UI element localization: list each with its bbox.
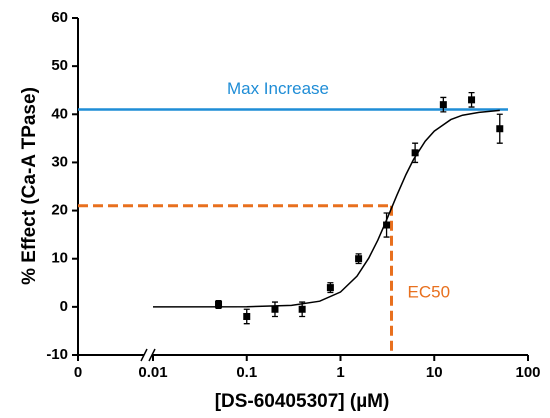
y-tick-label: 10: [51, 250, 68, 267]
x-tick-label: 10: [426, 364, 443, 381]
y-tick-label: 20: [51, 202, 68, 219]
y-tick-label: 50: [51, 57, 68, 74]
point: [383, 221, 391, 229]
x-tick-label: 0.01: [138, 364, 167, 381]
point: [243, 312, 251, 320]
y-tick-label: -10: [46, 346, 68, 363]
point: [355, 255, 363, 263]
x-axis-label: [DS-60405307] (µM): [215, 391, 390, 412]
point: [298, 305, 306, 313]
y-tick-label: 30: [51, 153, 68, 170]
y-tick-label: 0: [60, 298, 68, 315]
point: [496, 125, 504, 133]
x-tick-label: 0.1: [236, 364, 257, 381]
x-tick-label: 0: [74, 364, 82, 381]
point: [439, 101, 447, 109]
point: [215, 300, 223, 308]
y-tick-label: 40: [51, 105, 68, 122]
fit-curve: [152, 109, 500, 308]
point: [411, 149, 419, 157]
x-tick-label: 1: [336, 364, 344, 381]
point: [271, 305, 279, 313]
ec50-label: EC50: [408, 282, 451, 301]
axis-break: [140, 348, 148, 362]
max-label: Max Increase: [227, 79, 329, 98]
y-axis-label: % Effect (Ca-A TPase): [19, 87, 40, 285]
point: [468, 96, 476, 104]
y-tick-label: 60: [51, 9, 68, 26]
x-tick-label: 100: [515, 364, 540, 381]
point: [326, 284, 334, 292]
